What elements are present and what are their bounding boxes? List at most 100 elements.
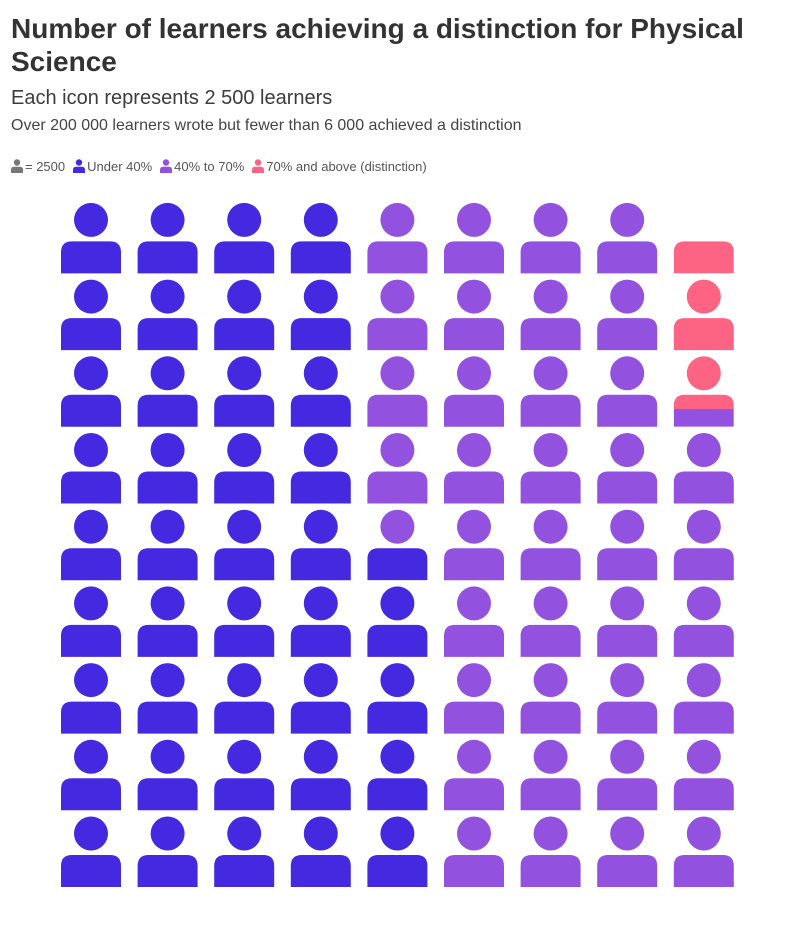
- person-icon-70-and-above-distinction-: [673, 279, 734, 351]
- pictograph-icon: [673, 356, 734, 427]
- person-icon-under-40-: [290, 433, 351, 504]
- person-icon-under-40-: [61, 279, 121, 351]
- person-icon-40-to-70-: [673, 586, 734, 657]
- person-icon-under-40-: [214, 279, 275, 351]
- person-icon-under-40-: [367, 739, 428, 811]
- person-icon-40-to-70-: [520, 202, 581, 274]
- pictograph-icon: [137, 202, 198, 274]
- person-icon-under-40-: [214, 816, 275, 887]
- person-icon-under-40-: [290, 202, 351, 274]
- person-icon-40-to-70-: [520, 279, 581, 351]
- legend: = 2500 Under 40% 40% to 70% 70% and abov…: [11, 156, 435, 176]
- legend-40-to-70-label: 40% to 70%: [174, 158, 245, 174]
- pictograph-icon: [673, 241, 734, 274]
- pictograph-icon: [214, 586, 275, 657]
- pictograph-icon: [673, 586, 734, 657]
- pictograph-icon: [290, 202, 351, 274]
- person-icon-40-to-70-: [597, 663, 658, 734]
- pictograph-icon: [597, 356, 658, 427]
- person-icon-40-to-70-: [520, 739, 581, 811]
- pictograph-icon: [137, 433, 198, 504]
- pictograph-icon: [137, 586, 198, 657]
- person-icon-under-40-: [214, 356, 275, 427]
- person-icon-under-40-: [367, 816, 428, 887]
- person-icon-under-40-: [290, 586, 351, 657]
- pictograph-icon: [597, 663, 658, 734]
- person-icon-under-40-: [367, 663, 428, 734]
- person-icon-under-40-: [214, 433, 275, 504]
- pictograph-icon: [290, 433, 351, 504]
- pictograph-icon: [673, 279, 734, 351]
- person-icon-40-to-70-: [520, 509, 581, 581]
- pictograph-icon: [214, 739, 275, 811]
- person-icon-under-40-: [367, 586, 428, 657]
- legend-unit: = 2500: [11, 159, 65, 174]
- pictograph-icon: [290, 663, 351, 734]
- pictograph-icon: [520, 509, 581, 581]
- person-icon-under-40-: [61, 816, 121, 887]
- pictograph-icon: [520, 739, 581, 811]
- person-icon-40-to-70-: [444, 202, 504, 274]
- person-icon-under-40-: [290, 356, 351, 427]
- pictograph-icon: [137, 356, 198, 427]
- pictograph-icon: [520, 433, 581, 504]
- pictograph-icon: [290, 509, 351, 581]
- person-icon-under-40-: [137, 356, 198, 427]
- pictograph-icon: [520, 586, 581, 657]
- person-icon-under-40-: [290, 509, 351, 581]
- person-icon-40-to-70-: [673, 739, 734, 811]
- pictograph-icon: [444, 202, 504, 274]
- pictograph-icon: [61, 586, 121, 657]
- pictograph-icon: [367, 279, 428, 351]
- legend-under-40-label: Under 40%: [87, 158, 153, 174]
- pictograph-icon: [520, 356, 581, 427]
- pictograph-icon: [367, 509, 428, 581]
- pictograph-icon: [520, 663, 581, 734]
- person-icon-under-40-: [367, 548, 428, 581]
- pictograph-icon: [214, 202, 275, 274]
- person-icon-40-to-70-: [367, 202, 428, 274]
- pictograph-icon: [137, 816, 198, 887]
- pictograph-icon: [290, 356, 351, 427]
- person-icon-40-to-70-: [597, 816, 658, 887]
- person-icon-40-to-70-: [673, 816, 734, 887]
- person-icon-40-to-70-: [597, 509, 658, 581]
- pictograph-icon: [673, 663, 734, 734]
- pictograph-icon: [444, 356, 504, 427]
- pictograph-icon: [520, 816, 581, 887]
- pictograph-icon: [137, 509, 198, 581]
- pictograph-icon: [137, 739, 198, 811]
- person-icon-under-40-: [61, 739, 121, 811]
- person-icon-40-to-70-: [367, 433, 428, 504]
- person-icon-under-40-: [137, 816, 198, 887]
- pictograph-icon: [444, 509, 504, 581]
- person-icon-40-to-70-: [673, 409, 734, 427]
- person-icon-under-40-: [214, 663, 275, 734]
- pictograph-icon: [214, 509, 275, 581]
- pictograph-icon: [137, 279, 198, 351]
- person-icon-under-40-: [137, 739, 198, 811]
- pictograph-icon: [673, 509, 734, 581]
- pictograph-icon: [597, 816, 658, 887]
- legend-unit-label: = 2500: [25, 158, 66, 174]
- person-icon-under-40-: [214, 509, 275, 581]
- person-icon-40-to-70-: [367, 279, 428, 351]
- pictograph-icon: [61, 816, 121, 887]
- person-icon-under-40-: [137, 663, 198, 734]
- pictograph-icon: [214, 433, 275, 504]
- person-icon-under-40-: [137, 586, 198, 657]
- person-icon-40-to-70-: [520, 816, 581, 887]
- legend-distinction: 70% and above (distinction): [252, 159, 427, 174]
- pictograph-icon: [290, 739, 351, 811]
- chart-subtitle: Each icon represents 2 500 learners: [11, 87, 333, 109]
- pictograph-icon: [673, 739, 734, 811]
- pictograph-icon: [597, 586, 658, 657]
- person-icon-40-to-70-: [597, 739, 658, 811]
- pictograph-icon: [597, 739, 658, 811]
- 40-to-70-person-icon: [160, 159, 173, 173]
- person-icon-40-to-70-: [520, 356, 581, 427]
- person-icon-40-to-70-: [520, 433, 581, 504]
- person-icon-40-to-70-: [444, 279, 504, 351]
- pictograph-icon: [61, 739, 121, 811]
